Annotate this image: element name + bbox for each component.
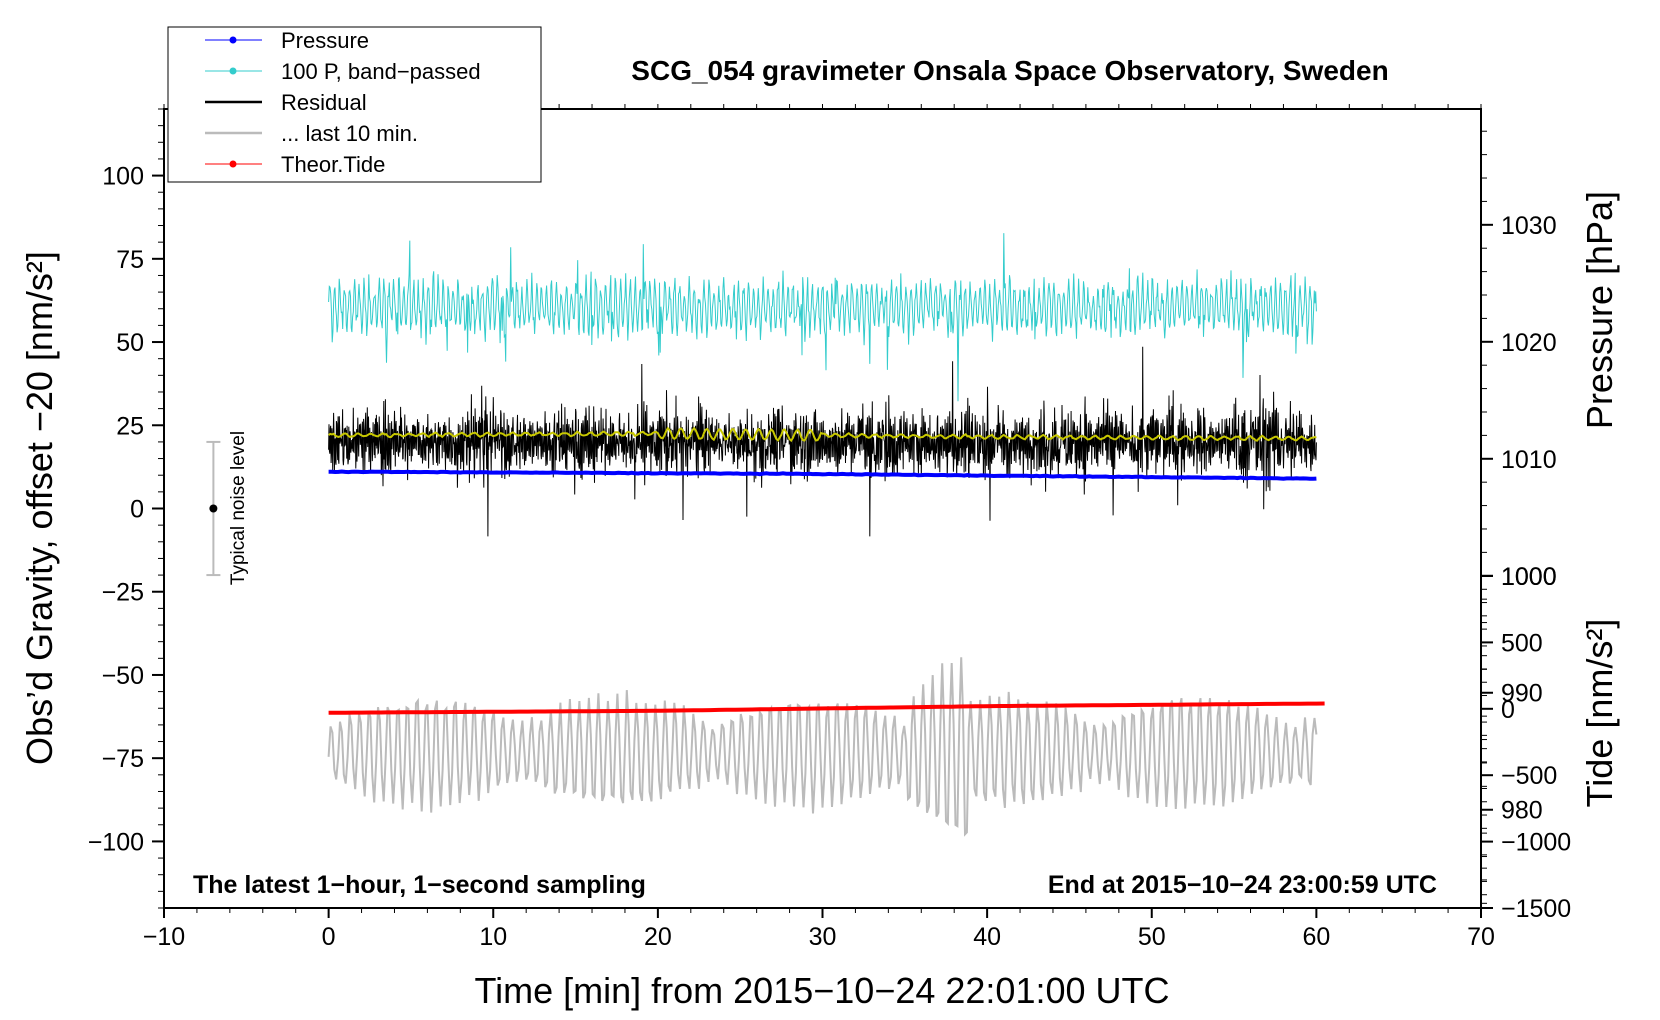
x-tick-label: 40 [973,923,1001,951]
legend-label: Pressure [281,28,369,53]
noise-level-indicator [206,440,221,577]
pressure-tick-label: 990 [1501,680,1543,708]
legend-label: ... last 10 min. [281,121,418,146]
tide-tick-label: 500 [1501,629,1543,657]
legend-swatch-dot [229,36,237,44]
x-tick-label: −10 [143,923,185,951]
annotation-bottom-right: End at 2015−10−24 23:00:59 UTC [1048,871,1437,899]
legend-label: Residual [281,90,367,115]
series-layer [327,233,1325,837]
annotation-bottom-left: The latest 1−hour, 1−second sampling [193,871,646,899]
legend-box [167,26,542,183]
y-tick-label: −50 [102,662,144,690]
y-tick-label: −75 [102,745,144,773]
x-tick-label: 0 [322,923,336,951]
y-tick-label: 100 [102,163,144,191]
x-tick-label: 20 [644,923,672,951]
tide-tick-label: 0 [1501,696,1515,724]
legend-label: Theor.Tide [281,152,385,177]
legend-label: 100 P, band−passed [281,59,481,84]
y-axis-label-tide: Tide [nm/s²] [1579,619,1620,808]
y-tick-label: 75 [116,246,144,274]
x-tick-label: 70 [1467,923,1495,951]
pressure-tick-label: 1030 [1501,212,1557,240]
x-tick-label: 60 [1302,923,1330,951]
x-axis-label: Time [min] from 2015−10−24 22:01:00 UTC [474,970,1169,1011]
series-residual-smoothed-line [328,426,1317,443]
pressure-tick-label: 980 [1501,797,1543,825]
y-tick-label: −100 [88,828,144,856]
x-tick-label: 50 [1138,923,1166,951]
series-pressure-line [328,469,1317,481]
tide-tick-label: −1500 [1501,895,1571,923]
noise-level-label: Typical noise level [228,431,249,585]
series-residual-line [328,346,1317,537]
tide-tick-label: −1000 [1501,829,1571,857]
y-tick-label: 25 [116,412,144,440]
pressure-tick-label: 1010 [1501,446,1557,474]
chart-title: SCG_054 gravimeter Onsala Space Observat… [631,55,1388,86]
legend: Pressure 100 P, band−passed Residual ... la… [167,26,542,183]
series-theor-tide-line [328,701,1325,715]
x-tick-label: 10 [479,923,507,951]
y-axis-label-pressure: Pressure [hPa] [1579,191,1620,429]
pressure-tick-label: 1000 [1501,563,1557,591]
y-tick-label: 0 [130,496,144,524]
axis-ticks: −10 0 10 20 30 40 50 60 70−100−75−50−25025507510… [88,104,1571,951]
y-axis-label-left: Obs’d Gravity, offset −20 [nm/s²] [19,251,60,765]
y-tick-label: 50 [116,329,144,357]
pressure-tick-label: 1020 [1501,329,1557,357]
y-tick-label: −25 [102,579,144,607]
series-last-10-min-line [327,657,1318,837]
legend-swatch-dot [229,160,237,168]
x-tick-label: 30 [809,923,837,951]
tide-tick-label: −500 [1501,762,1557,790]
series-band-passed-line [328,233,1317,402]
legend-swatch-dot [229,67,237,75]
tide-tick-label: 1000 [1501,563,1557,591]
noise-bar-center-dot [209,504,218,513]
